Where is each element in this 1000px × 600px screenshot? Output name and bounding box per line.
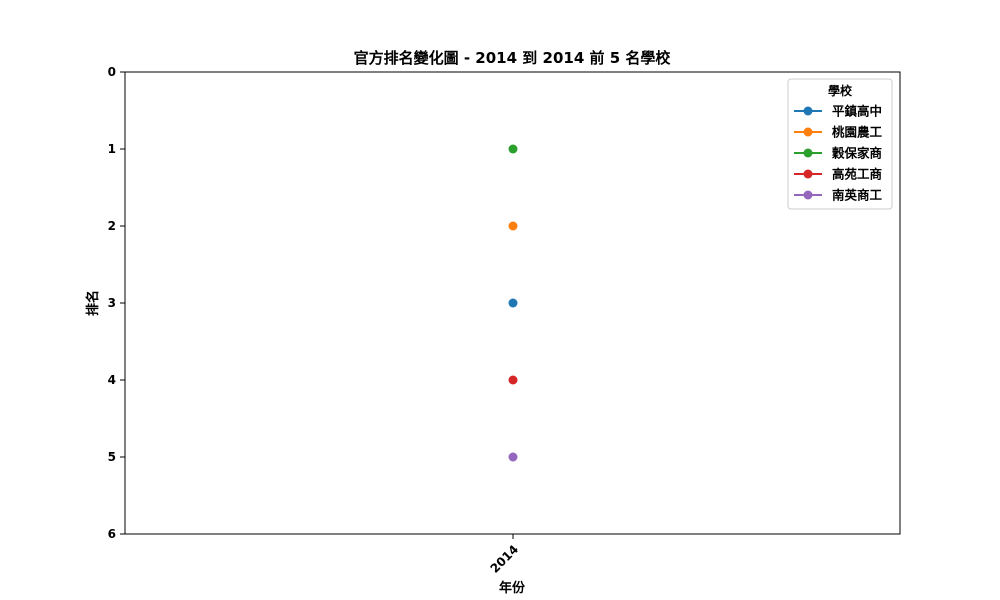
y-tick-label: 0 — [108, 65, 116, 79]
data-point — [508, 298, 518, 308]
legend-title: 學校 — [828, 83, 853, 98]
legend-marker — [803, 169, 813, 179]
y-tick-label: 5 — [108, 450, 116, 464]
x-axis: 2014 — [488, 534, 522, 576]
legend-label: 平鎮高中 — [832, 104, 882, 119]
legend-label: 高苑工商 — [832, 167, 882, 182]
y-axis: 0 1 2 3 4 5 6 — [108, 65, 125, 541]
legend-label: 穀保家商 — [831, 146, 882, 161]
x-tick-label: 2014 — [488, 542, 522, 576]
y-tick-label: 6 — [108, 527, 116, 541]
y-tick-label: 1 — [108, 142, 116, 156]
legend-label: 南英商工 — [832, 188, 883, 203]
data-point — [508, 375, 518, 385]
y-tick-label: 3 — [108, 296, 116, 310]
y-tick-label: 4 — [108, 373, 116, 387]
chart-title: 官方排名變化圖 - 2014 到 2014 前 5 名學校 — [354, 49, 672, 67]
data-point — [508, 452, 518, 462]
legend-marker — [803, 127, 813, 137]
legend-label: 桃園農工 — [832, 125, 883, 140]
data-point — [508, 221, 518, 231]
data-point — [508, 144, 518, 154]
y-axis-label: 排名 — [85, 290, 101, 316]
legend-marker — [803, 148, 813, 158]
legend-marker — [803, 190, 813, 200]
x-axis-label: 年份 — [499, 580, 526, 596]
data-points — [508, 144, 518, 462]
legend-marker — [803, 106, 813, 116]
y-tick-label: 2 — [108, 219, 116, 233]
